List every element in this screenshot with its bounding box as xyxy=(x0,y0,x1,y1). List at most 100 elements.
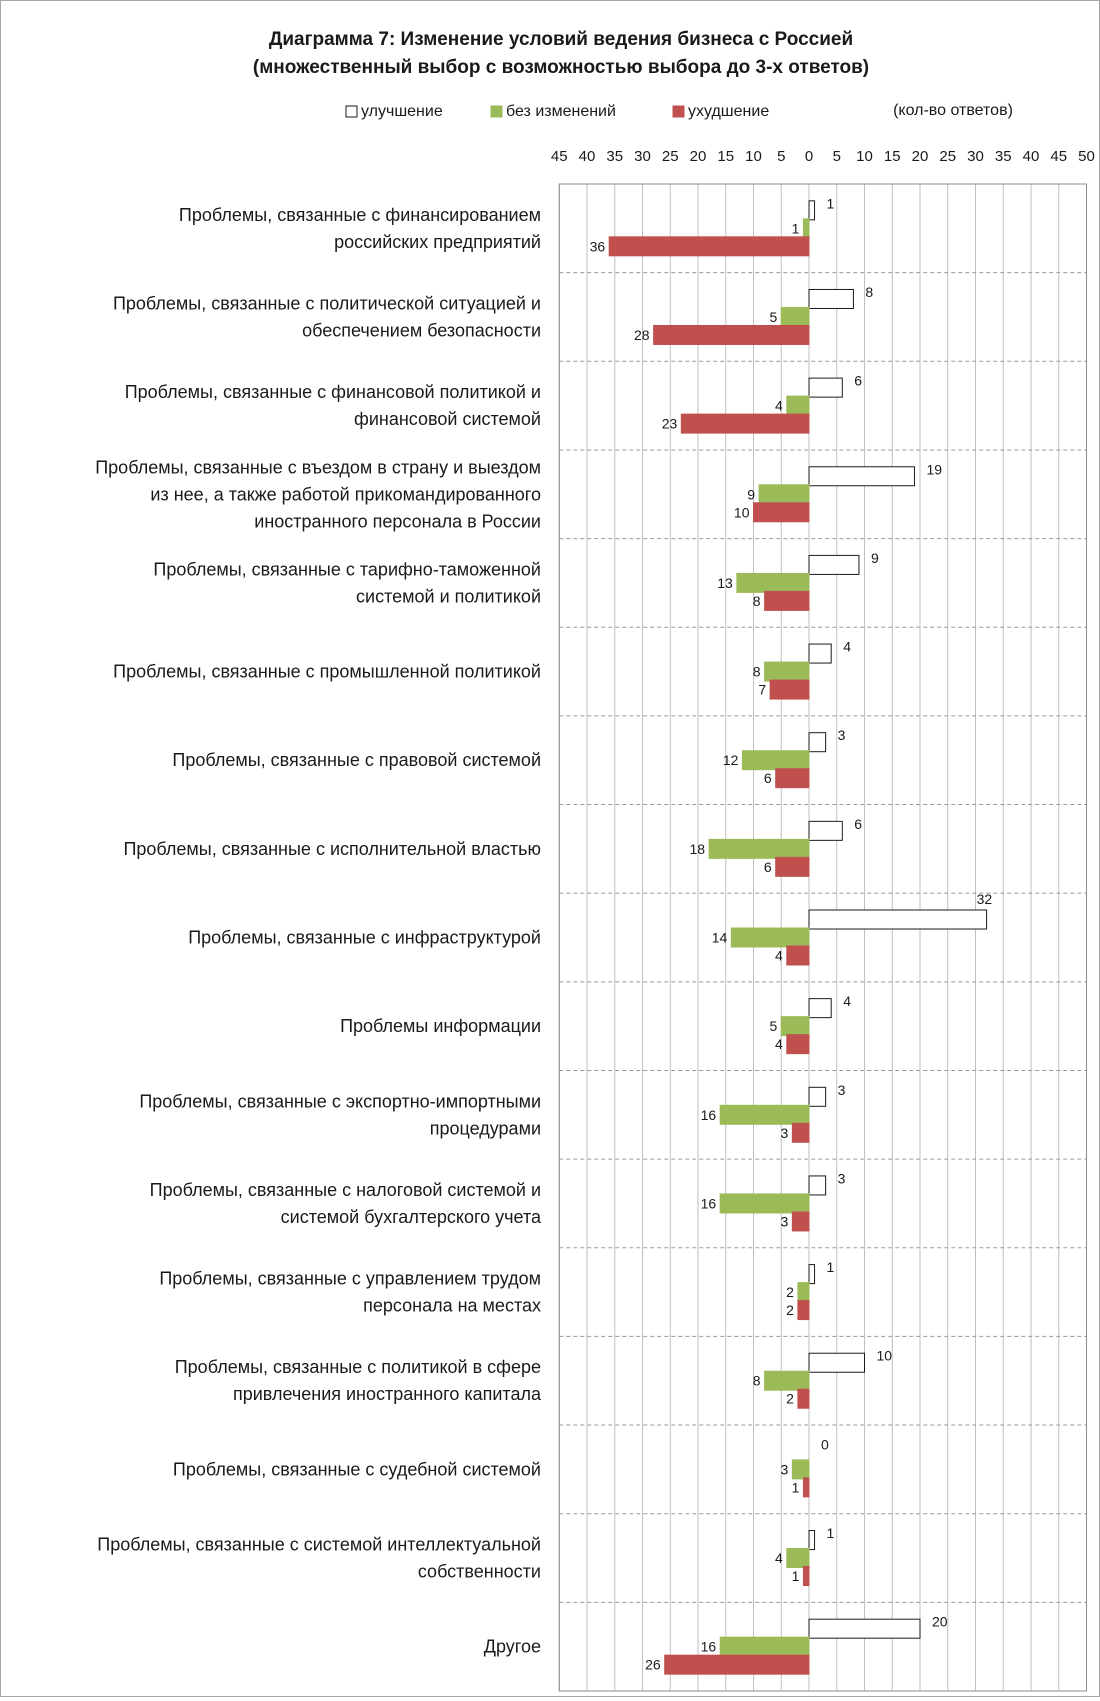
data-label-worse: 4 xyxy=(775,948,783,964)
data-label-worse: 2 xyxy=(786,1391,794,1407)
bar-no-change xyxy=(786,395,810,416)
bar-worse xyxy=(797,1388,810,1409)
data-label-no-change: 2 xyxy=(786,1284,794,1300)
legend-label-2: ухудшение xyxy=(688,103,769,120)
bar-worse xyxy=(775,856,810,877)
bar-no-change xyxy=(719,1104,810,1125)
data-label-no-change: 16 xyxy=(701,1639,717,1655)
category-label: Другое xyxy=(484,1637,541,1657)
bar-improvement xyxy=(808,1618,921,1639)
data-label-no-change: 18 xyxy=(690,841,706,857)
x-tick-label: 15 xyxy=(717,148,734,165)
data-label-no-change: 1 xyxy=(792,220,800,236)
category-label: Проблемы, связанные с управлением трудом xyxy=(159,1269,541,1289)
category-label: процедурами xyxy=(430,1118,541,1138)
x-tick-label: 5 xyxy=(777,148,785,165)
data-label-worse: 28 xyxy=(634,327,650,343)
x-tick-label: 40 xyxy=(1023,148,1040,165)
legend-swatch-1 xyxy=(490,105,503,118)
x-tick-label: 20 xyxy=(912,148,929,165)
data-label-improvement: 6 xyxy=(854,373,862,389)
bar-improvement xyxy=(808,1352,865,1373)
bar-improvement xyxy=(808,732,827,753)
data-label-no-change: 4 xyxy=(775,398,783,414)
category-label: системой бухгалтерского учета xyxy=(281,1207,542,1227)
data-label-worse: 23 xyxy=(662,416,678,432)
data-label-no-change: 3 xyxy=(781,1461,789,1477)
bar-no-change xyxy=(802,218,810,239)
category-label: привлечения иностранного капитала xyxy=(233,1384,542,1404)
category-label: Проблемы, связанные с экспортно-импортны… xyxy=(139,1091,541,1111)
bar-worse xyxy=(664,1654,810,1675)
category-label: Проблемы, связанные с финансированием xyxy=(179,205,541,225)
data-label-no-change: 4 xyxy=(775,1550,783,1566)
x-tick-label: 50 xyxy=(1078,148,1095,165)
bar-worse xyxy=(802,1477,810,1498)
category-label: Проблемы, связанные с въездом в страну и… xyxy=(95,457,541,477)
bar-no-change xyxy=(730,927,810,948)
bar-improvement xyxy=(808,288,854,309)
bar-improvement xyxy=(808,1530,816,1551)
x-tick-label: 20 xyxy=(690,148,707,165)
category-label: российских предприятий xyxy=(334,232,541,252)
data-label-improvement: 20 xyxy=(932,1614,948,1630)
category-label: Проблемы, связанные с инфраструктурой xyxy=(188,928,541,948)
category-label: Проблемы, связанные с промышленной полит… xyxy=(113,662,541,682)
x-tick-label: 5 xyxy=(833,148,841,165)
bar-worse xyxy=(764,590,810,611)
data-label-improvement: 32 xyxy=(977,891,993,907)
data-label-no-change: 5 xyxy=(769,1018,777,1034)
x-tick-label: 35 xyxy=(606,148,623,165)
bar-improvement xyxy=(808,377,843,398)
plot-area-frame xyxy=(558,183,1087,1692)
x-tick-label: 15 xyxy=(884,148,901,165)
data-label-worse: 36 xyxy=(590,238,606,254)
category-label: Проблемы, связанные с финансовой политик… xyxy=(125,382,541,402)
bar-no-change xyxy=(764,1370,810,1391)
chart-title: Диаграмма 7: Изменение условий ведения б… xyxy=(269,29,853,50)
bar-worse xyxy=(791,1122,810,1143)
legend-swatch-0 xyxy=(345,105,358,118)
data-label-worse: 1 xyxy=(792,1568,800,1584)
bar-worse xyxy=(653,324,810,345)
data-label-worse: 7 xyxy=(758,682,766,698)
bar-worse xyxy=(769,679,810,700)
data-label-improvement: 19 xyxy=(926,461,942,477)
bar-improvement xyxy=(808,643,832,664)
bar-no-change xyxy=(786,1548,810,1569)
bar-no-change xyxy=(736,572,810,593)
legend-label-1: без изменений xyxy=(506,103,616,120)
bar-worse xyxy=(791,1211,810,1232)
x-tick-label: 35 xyxy=(995,148,1012,165)
bar-worse xyxy=(680,413,810,434)
x-tick-label: 25 xyxy=(939,148,956,165)
x-tick-label: 45 xyxy=(551,148,568,165)
bar-worse xyxy=(797,1300,810,1321)
category-label: Проблемы, связанные с политической ситуа… xyxy=(113,293,541,313)
bar-improvement xyxy=(808,466,915,487)
category-label: Проблемы, связанные с системой интеллект… xyxy=(97,1535,541,1555)
bar-improvement xyxy=(808,554,860,575)
bar-improvement xyxy=(808,820,843,841)
bar-no-change xyxy=(741,750,810,771)
data-label-improvement: 3 xyxy=(838,1082,846,1098)
bar-improvement xyxy=(808,998,832,1019)
x-axis-ticks: 45 40 35 30 25 20 15 10 5 0 5 10 15 20 25 30 35 40 45 50 xyxy=(551,148,1095,165)
data-label-improvement: 10 xyxy=(877,1348,893,1364)
category-label: Проблемы, связанные с исполнительной вла… xyxy=(123,839,541,859)
data-label-no-change: 8 xyxy=(753,1373,761,1389)
legend-label-0: улучшение xyxy=(361,103,443,120)
data-label-improvement: 9 xyxy=(871,550,879,566)
grid xyxy=(558,183,1087,1692)
x-tick-label: 10 xyxy=(745,148,762,165)
data-label-worse: 6 xyxy=(764,770,772,786)
data-label-improvement: 1 xyxy=(827,1525,835,1541)
category-label: финансовой системой xyxy=(354,409,541,429)
data-labels: 1861994363243311001201549138121814516162… xyxy=(590,195,993,1672)
category-label: обеспечением безопасности xyxy=(302,320,541,340)
bar-worse xyxy=(753,502,810,523)
bar-improvement xyxy=(808,909,988,930)
bar-improvement xyxy=(808,1175,827,1196)
data-label-no-change: 8 xyxy=(753,664,761,680)
